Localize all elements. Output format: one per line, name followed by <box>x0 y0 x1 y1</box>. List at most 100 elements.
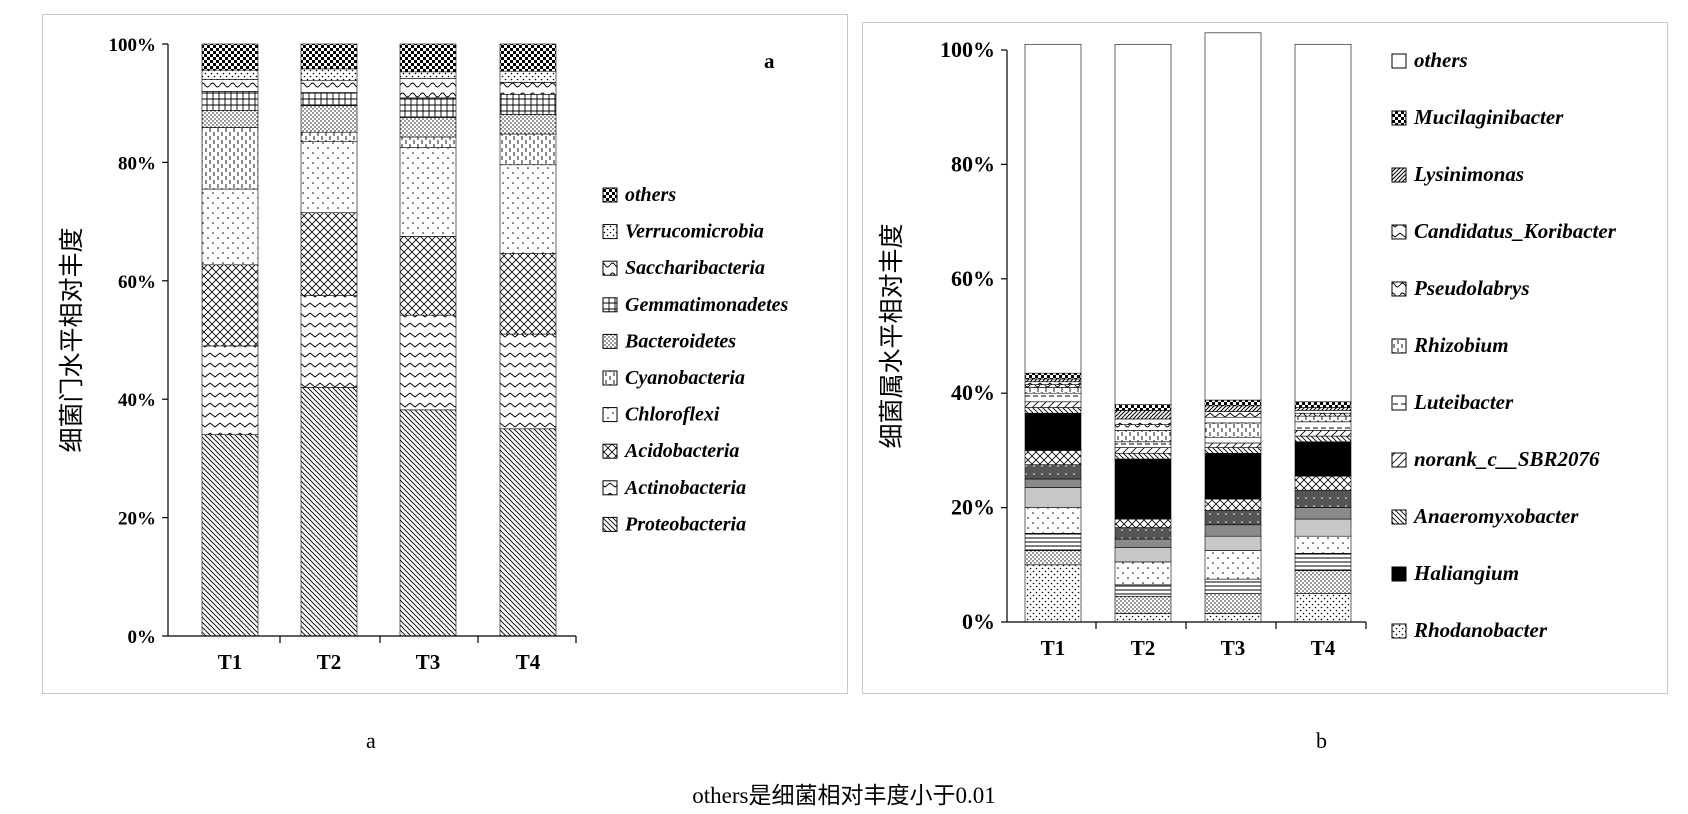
bar-t4-cyanobacteria-4 <box>499 133 557 166</box>
legend-label-chloroflexi: Chloroflexi <box>625 404 720 426</box>
bar-t2-anaeromyxobacter-9 <box>1114 452 1172 460</box>
bar-t2-unlabeled-6 <box>1114 527 1172 540</box>
bar-t3-luteibacter-11 <box>1204 436 1262 444</box>
bar-t2-unlabeled-4 <box>1114 547 1172 563</box>
bar-t1-unlabeled-1 <box>1024 550 1082 566</box>
legend-label-mucilaginibacter: Mucilaginibacter <box>1413 105 1564 129</box>
legend: others Verrucomicrobia Saccharibacteria Gem… <box>602 184 789 535</box>
bar-t3-gemmatimonadetes-6 <box>399 97 457 118</box>
bar-t1-unlabeled-3 <box>1024 507 1082 534</box>
legend: others Mucilaginibacter Lysinimonas Candida… <box>1391 48 1617 642</box>
legend-swatch-anaeromyxobacter <box>1391 509 1407 525</box>
bar-t2-unlabeled-2 <box>1114 584 1172 597</box>
bar-t4-unlabeled-1 <box>1294 570 1352 594</box>
chart-panel-b <box>862 22 1668 694</box>
bar-t2-proteobacteria-0 <box>300 387 358 637</box>
bar-t4-actinobacteria-1 <box>499 333 557 430</box>
legend-label-actinobacteria: Actinobacteria <box>623 477 746 499</box>
legend-swatch-verrucomicrobia <box>602 224 618 240</box>
bar-t3-actinobacteria-1 <box>399 314 457 411</box>
legend-swatch-haliangium <box>1391 566 1407 582</box>
bar-t3-cyanobacteria-4 <box>399 136 457 148</box>
legend-swatch-acidobacteria <box>602 443 618 459</box>
bar-t1-lysinimonas-15 <box>1024 378 1082 383</box>
bar-t2-mucilaginibacter-16 <box>1114 404 1172 411</box>
bar-t4-unlabeled-6 <box>1294 490 1352 508</box>
bar-t2-rhizobium-12 <box>1114 430 1172 443</box>
legend-label-saccharibacteria: Saccharibacteria <box>625 257 765 279</box>
legend-label-rhizobium: Rhizobium <box>1413 333 1509 357</box>
y-tick-label-4: 80% <box>118 153 156 174</box>
legend-swatch-bacteroidetes <box>602 333 618 349</box>
bar-t3-unlabeled-7 <box>1204 498 1262 511</box>
bar-t3-unlabeled-2 <box>1204 578 1262 594</box>
legend-swatch-chloroflexi <box>602 407 618 423</box>
bar-t3-others-9 <box>399 43 457 73</box>
bar-t2-bacteroidetes-5 <box>300 105 358 133</box>
bar-t2-haliangium-8 <box>1114 458 1172 520</box>
legend-label-pseudolabrys: Pseudolabrys <box>1413 276 1530 300</box>
bar-t1-norank-c-sbr2076-10 <box>1024 401 1082 408</box>
panel-label: a <box>764 49 775 73</box>
legend-swatch-candidatus-koribacter <box>1391 224 1407 240</box>
bar-t2-norank-c-sbr2076-10 <box>1114 447 1172 454</box>
bar-t3-lysinimonas-15 <box>1204 405 1262 412</box>
legend-swatch-rhodanobacter <box>1391 623 1407 639</box>
bar-t1-actinobacteria-1 <box>201 345 259 436</box>
bar-t2-rhodanobacter-0 <box>1114 613 1172 623</box>
legend-label-candidatus-koribacter: Candidatus_Koribacter <box>1414 219 1617 243</box>
x-tick-label-t1: T1 <box>1041 636 1066 660</box>
legend-swatch-rhizobium <box>1391 338 1407 354</box>
y-tick-label-5: 100% <box>940 37 995 62</box>
bar-t3-chloroflexi-3 <box>399 147 457 237</box>
legend-label-norank-c-sbr2076: norank_c__SBR2076 <box>1414 447 1600 471</box>
footnote: others是细菌相对丰度小于0.01 <box>692 783 996 808</box>
bar-t4-haliangium-8 <box>1294 441 1352 477</box>
y-axis-label: 细菌门水平相对丰度 <box>57 227 86 452</box>
y-tick-label-2: 40% <box>951 380 995 405</box>
bar-t3-anaeromyxobacter-9 <box>1204 447 1262 454</box>
y-tick-label-5: 100% <box>109 35 157 56</box>
bar-t4-luteibacter-11 <box>1294 421 1352 431</box>
bar-t4-proteobacteria-0 <box>499 428 557 637</box>
bar-t3-pseudolabrys-13 <box>1204 416 1262 424</box>
x-tick-label-t2: T2 <box>1131 636 1156 660</box>
bar-t1-anaeromyxobacter-9 <box>1024 407 1082 414</box>
bar-t3-bacteroidetes-5 <box>399 117 457 138</box>
bar-t4-rhizobium-12 <box>1294 415 1352 423</box>
bar-t4-others-9 <box>499 43 557 72</box>
legend-label-others: others <box>1414 48 1468 72</box>
bar-t2-cyanobacteria-4 <box>300 131 358 142</box>
bar-t4-gemmatimonadetes-6 <box>499 94 557 115</box>
bar-t4-others-17 <box>1294 43 1352 403</box>
legend-label-anaeromyxobacter: Anaeromyxobacter <box>1412 504 1579 528</box>
bar-t3-candidatus-koribacter-14 <box>1204 411 1262 418</box>
legend-swatch-mucilaginibacter <box>1391 110 1407 126</box>
bar-t1-unlabeled-5 <box>1024 478 1082 488</box>
bar-t1-chloroflexi-3 <box>201 188 259 266</box>
bar-t1-cyanobacteria-4 <box>201 127 259 190</box>
bar-t2-unlabeled-5 <box>1114 538 1172 548</box>
bar-t1-unlabeled-6 <box>1024 464 1082 480</box>
legend-label-rhodanobacter: Rhodanobacter <box>1413 618 1548 642</box>
legend-label-haliangium: Haliangium <box>1413 561 1519 585</box>
bar-t3-rhodanobacter-0 <box>1204 613 1262 623</box>
x-tick-label-t1: T1 <box>218 650 243 674</box>
bar-t1-unlabeled-4 <box>1024 487 1082 508</box>
legend-swatch-norank-c-sbr2076 <box>1391 452 1407 468</box>
bar-t1-mucilaginibacter-16 <box>1024 372 1082 380</box>
legend-label-luteibacter: Luteibacter <box>1413 390 1514 414</box>
legend-swatch-lysinimonas <box>1391 167 1407 183</box>
legend-label-acidobacteria: Acidobacteria <box>623 440 739 462</box>
bar-t1-saccharibacteria-7 <box>201 79 259 92</box>
bar-t1-luteibacter-11 <box>1024 392 1082 403</box>
x-tick-label-t4: T4 <box>1311 636 1336 660</box>
x-tick-label-t3: T3 <box>1221 636 1246 660</box>
legend-swatch-actinobacteria <box>602 480 618 496</box>
bar-t3-proteobacteria-0 <box>399 409 457 637</box>
bar-t1-unlabeled-2 <box>1024 533 1082 551</box>
bar-t2-actinobacteria-1 <box>300 295 358 388</box>
bar-t4-norank-c-sbr2076-10 <box>1294 430 1352 437</box>
bar-t4-unlabeled-5 <box>1294 507 1352 520</box>
